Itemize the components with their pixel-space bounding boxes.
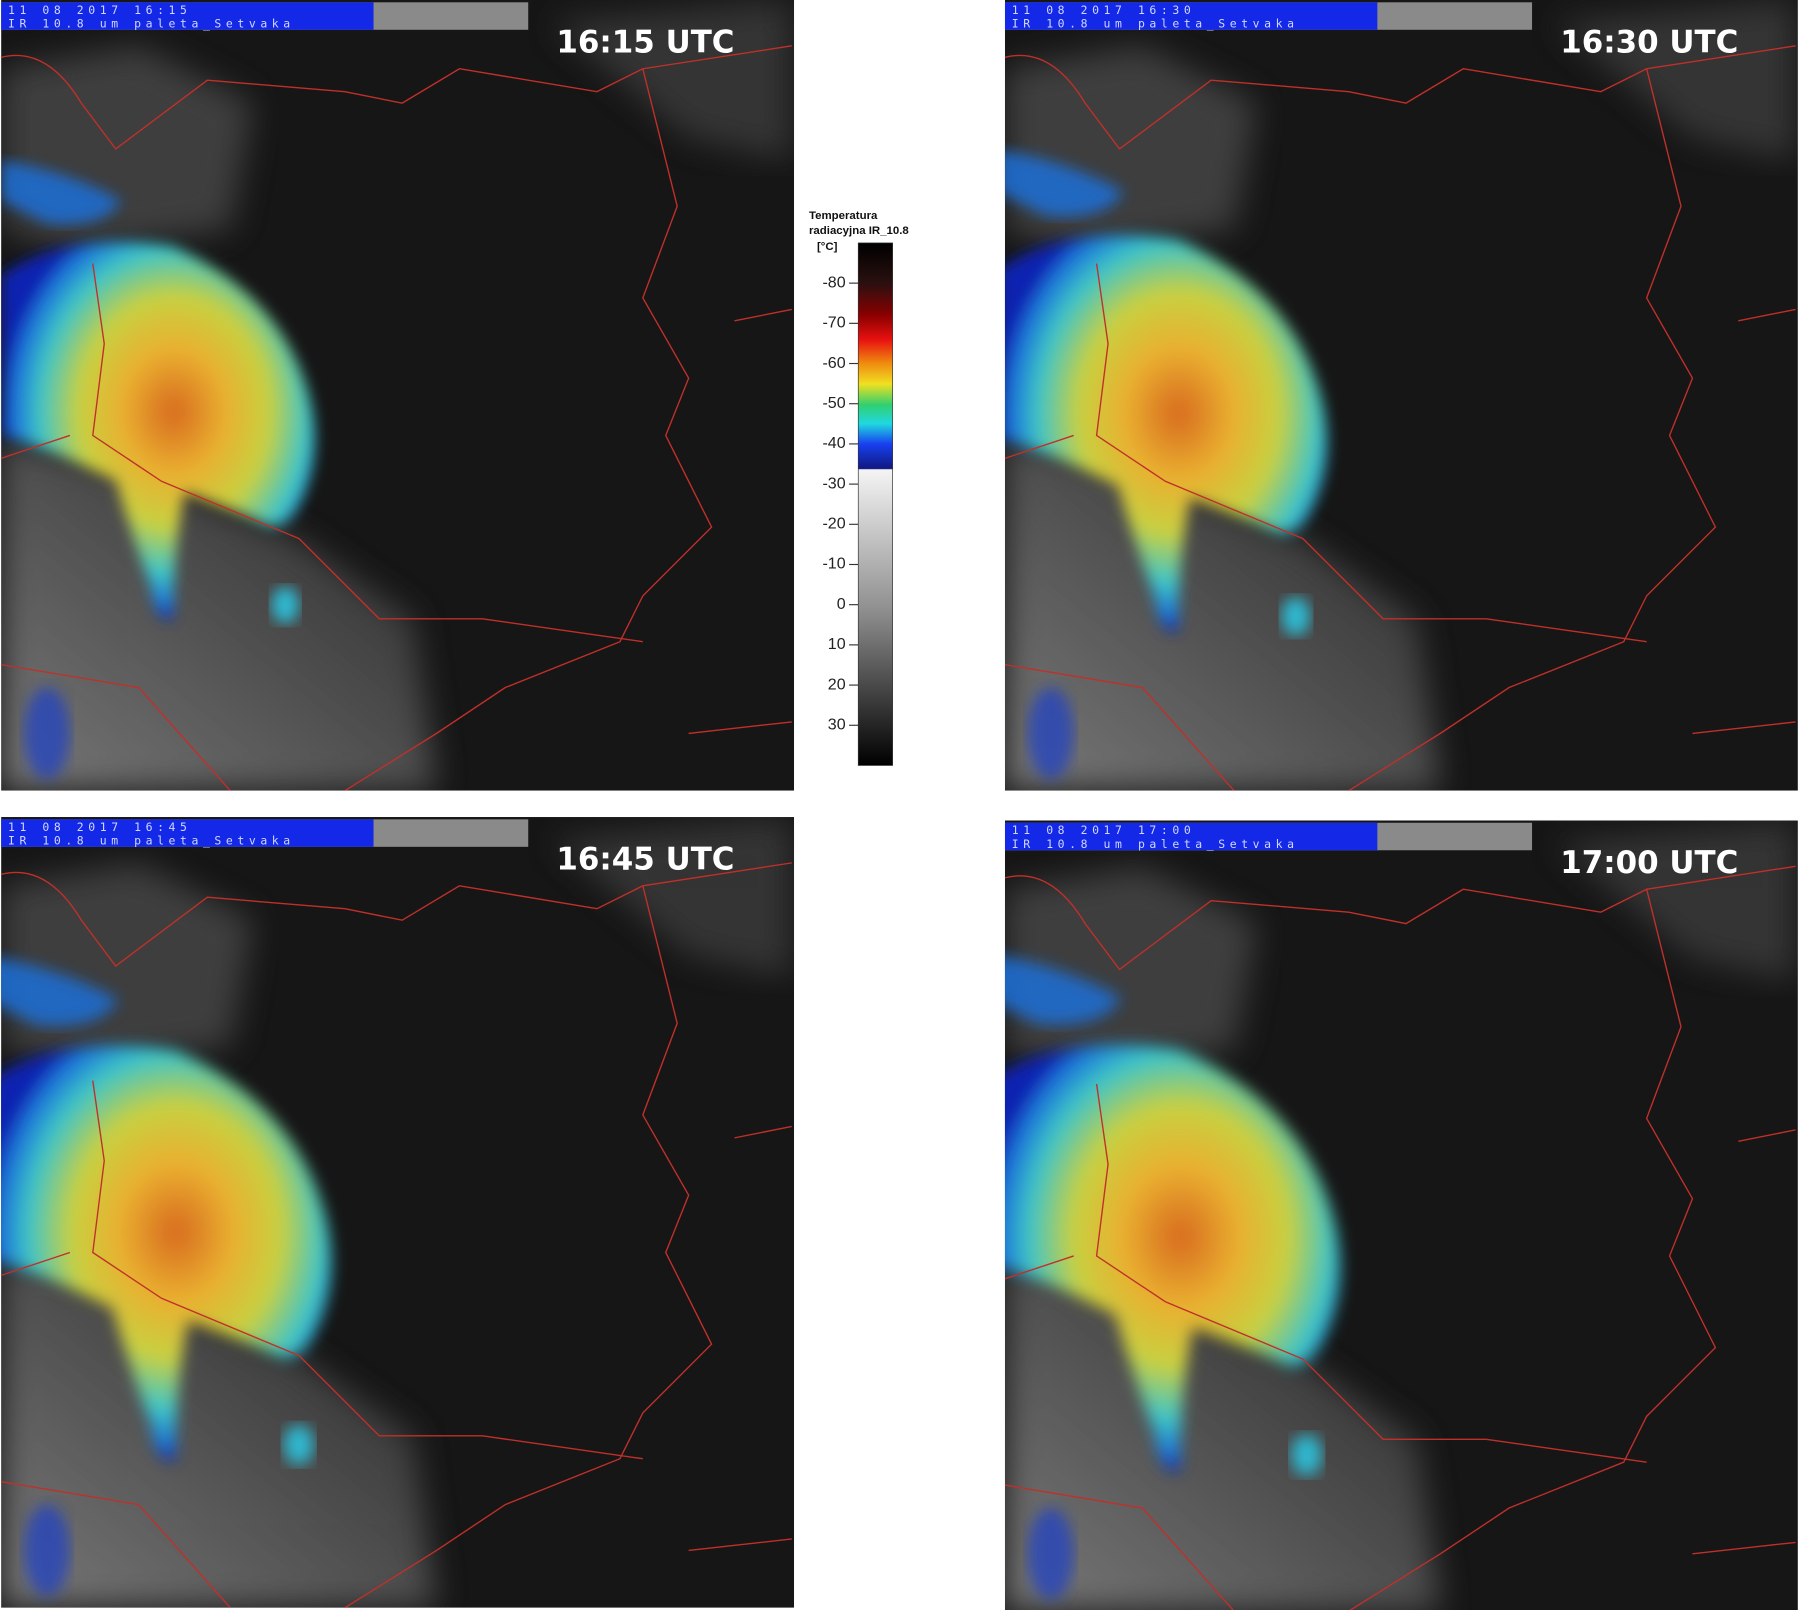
low-cloud [1004, 1255, 1441, 1610]
colorbar: Temperatura radiacyjna IR_10.8 [°C] -80 -… [809, 210, 909, 766]
header-date: 11 08 2017 16:30 [1012, 3, 1196, 17]
low-cloud [1, 435, 437, 791]
storm [1, 160, 315, 624]
low-cloud [1, 1252, 437, 1608]
storm-cloud [283, 1424, 314, 1465]
low-cloud [1554, 0, 1796, 161]
header-date: 11 08 2017 17:00 [1012, 823, 1196, 837]
tick-label: -20 [822, 515, 845, 533]
tick-label: -30 [822, 474, 845, 492]
tick-label: -60 [822, 354, 845, 372]
border [1, 1125, 792, 1608]
border [1, 862, 792, 967]
storm-cloud [1027, 687, 1074, 780]
colorbar-scale [857, 242, 893, 766]
header-blue [1004, 822, 1378, 851]
tick-label: -50 [822, 394, 845, 412]
header-date: 11 08 2017 16:15 [8, 3, 192, 17]
storm-cloud [1291, 1434, 1323, 1476]
storm-cloud [1, 160, 122, 225]
low-cloud [551, 0, 792, 161]
time-label: 16:45 UTC [556, 842, 734, 878]
time-label: 16:15 UTC [556, 25, 734, 61]
border [92, 263, 643, 643]
storm-cloud [1004, 150, 1124, 217]
tick-label: 30 [828, 716, 846, 734]
storm-cloud [1027, 1508, 1074, 1600]
storm [1004, 956, 1341, 1476]
colorbar-title: radiacyjna IR_10.8 [809, 225, 909, 237]
storm [1, 958, 332, 1465]
border [1004, 308, 1796, 791]
header-product: IR 10.8 um paleta_Setvaka [8, 834, 295, 848]
time-label: 16:30 UTC [1560, 25, 1738, 61]
border [92, 1080, 643, 1460]
header-product: IR 10.8 um paleta_Setvaka [1012, 837, 1299, 851]
border [1, 45, 792, 150]
storm-cloud [1, 958, 119, 1027]
storm-cloud [24, 687, 70, 780]
border [1, 308, 792, 791]
border [1348, 68, 1717, 791]
border [1004, 865, 1796, 971]
storm-cloud [1, 241, 315, 620]
storm [1004, 150, 1327, 636]
header-blue [1, 2, 374, 30]
storm-cloud [1004, 234, 1327, 632]
border [1095, 263, 1647, 643]
tick-label: -10 [822, 555, 845, 573]
tick-label: -40 [822, 434, 845, 452]
storm-cloud [1004, 956, 1122, 1025]
storm-cloud [1, 1045, 332, 1461]
colorbar-unit: [°C] [817, 241, 838, 253]
border [1095, 1083, 1647, 1463]
storm-cloud [1004, 1044, 1341, 1472]
time-label: 17:00 UTC [1560, 845, 1738, 881]
storm-cloud [1281, 597, 1311, 636]
low-cloud [1004, 435, 1441, 791]
border [1004, 1129, 1796, 1610]
tick-label: 20 [828, 675, 846, 693]
header-blue [1, 819, 374, 847]
colorbar-title: Temperatura [809, 210, 878, 222]
tick-label: -70 [822, 314, 845, 332]
header-date: 11 08 2017 16:45 [8, 820, 192, 834]
low-cloud [551, 817, 792, 978]
border [344, 885, 713, 1608]
low-cloud [1554, 820, 1796, 981]
tick-label: -80 [822, 273, 845, 291]
storm-cloud [271, 586, 300, 624]
tick-label: 10 [828, 635, 846, 653]
header-product: IR 10.8 um paleta_Setvaka [8, 17, 295, 31]
header-blue [1004, 2, 1378, 30]
tick-label: 0 [837, 595, 846, 613]
border [1349, 889, 1717, 1610]
header-product: IR 10.8 um paleta_Setvaka [1012, 17, 1299, 31]
border [344, 68, 713, 791]
border [1004, 45, 1796, 150]
storm-cloud [24, 1504, 70, 1597]
